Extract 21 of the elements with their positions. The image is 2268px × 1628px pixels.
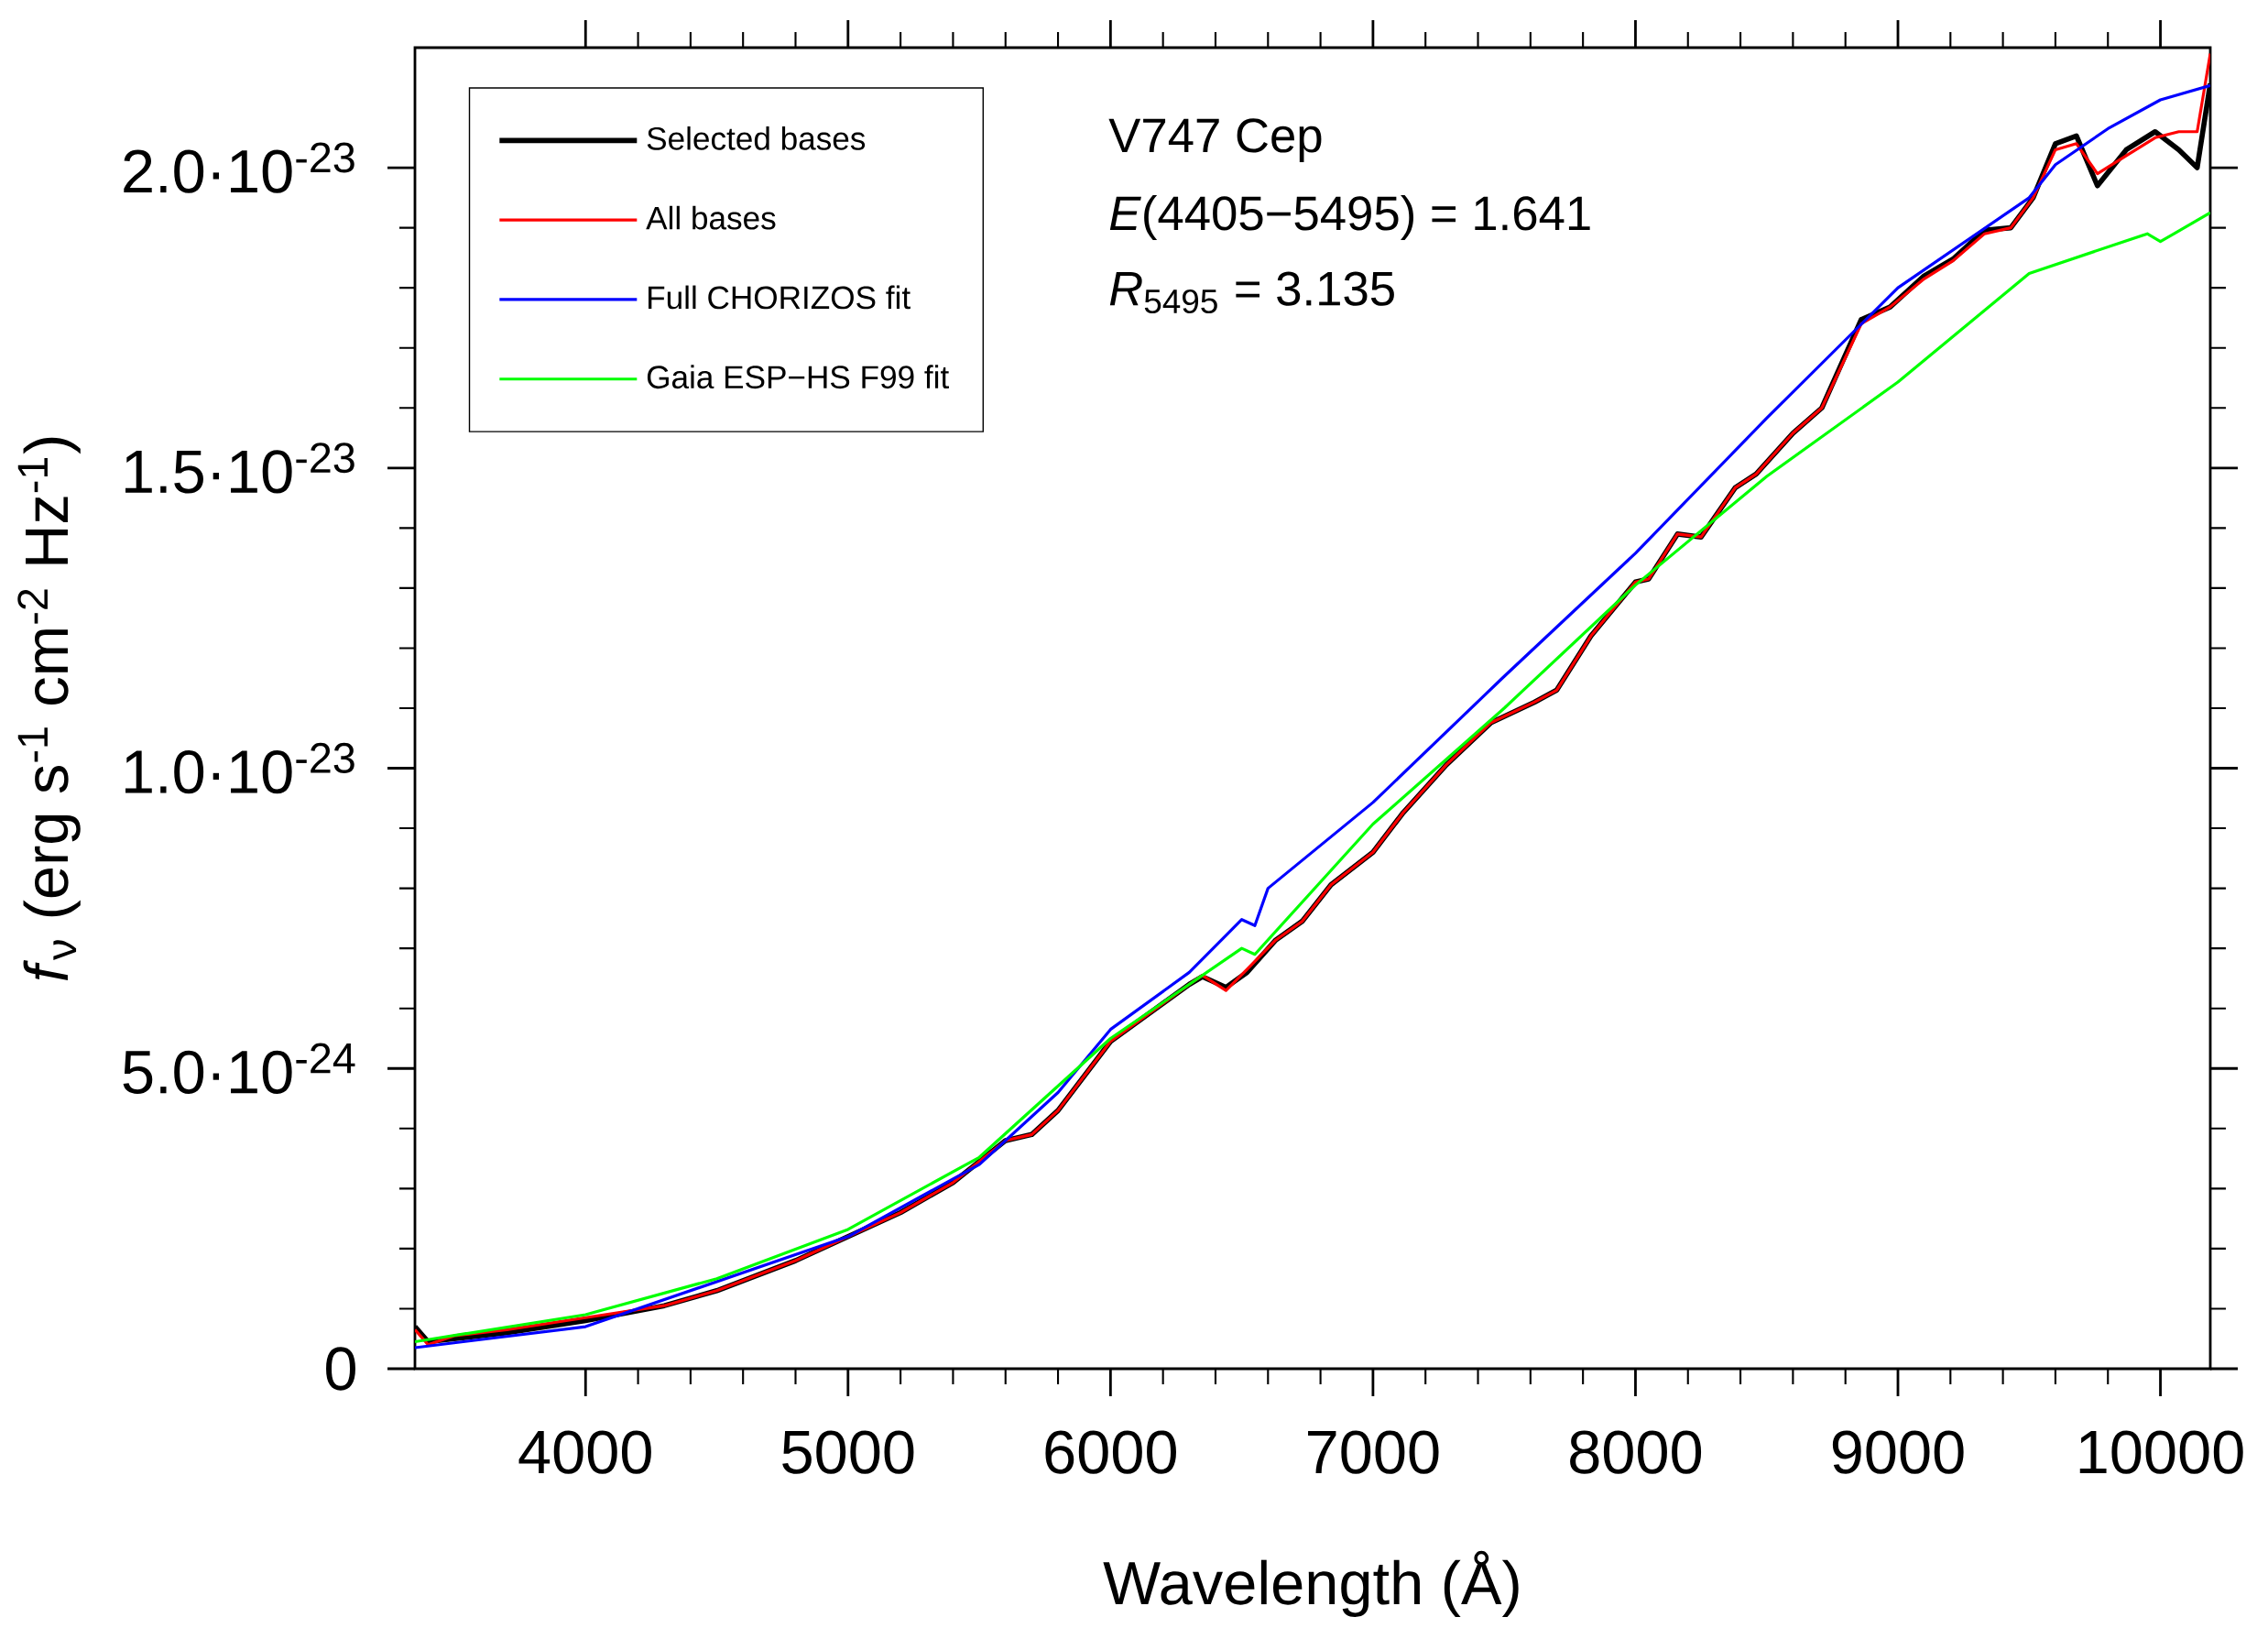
legend-label: All bases <box>646 205 776 230</box>
x-tick-label: 9000 <box>1832 1430 1964 1474</box>
x-tick-label: 5000 <box>782 1430 914 1474</box>
y-tick-label: 5.0·10$^{-24}$ <box>123 1043 355 1095</box>
annotation: R$_{5495}$ = 3.135 <box>1109 271 1394 314</box>
annotation: V747 Cep <box>1108 118 1322 163</box>
y-tick-label: 1.0·10$^{-23}$ <box>125 743 354 794</box>
x-axis-title: Wavelength (Å) <box>1103 1551 1519 1618</box>
legend-label: Gaia ESP−HS F99 fit <box>647 365 949 389</box>
y-tick-label: 2.0·10$^{-23}$ <box>124 142 354 193</box>
x-tick-label: 4000 <box>518 1430 651 1474</box>
x-tick-label: 10000 <box>2079 1430 2243 1474</box>
y-tick-label: 1.5·10$^{-23}$ <box>125 443 354 494</box>
annotation: E(4405−5495) = 1.641 <box>1109 195 1590 241</box>
y-tick-label: 0 <box>326 1347 355 1391</box>
text: f$_{ν}$ (erg s$^{-1}$ cm$^{-2}$ Hz$^{-1}$) <box>17 438 81 981</box>
legend-label: Selected bases <box>647 126 866 150</box>
legend-label: Full CHORIZOS fit <box>649 285 910 310</box>
x-tick-label: 6000 <box>1045 1430 1176 1474</box>
x-tick-label: 7000 <box>1308 1430 1439 1474</box>
x-tick-label: 8000 <box>1570 1430 1702 1474</box>
